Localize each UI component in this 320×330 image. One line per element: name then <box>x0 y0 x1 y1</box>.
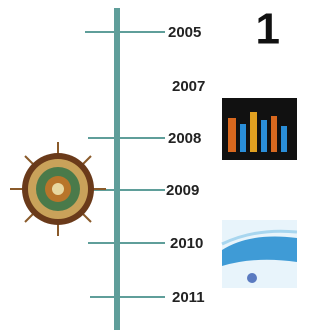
blue-photo <box>222 220 297 288</box>
year-label: 2009 <box>166 182 199 199</box>
year-label: 2005 <box>168 24 201 41</box>
year-label: 2007 <box>172 78 205 95</box>
page: 1 2005 2007 2008 2009 2010 2011 (() => {… <box>0 0 320 330</box>
timeline-axis <box>114 8 120 330</box>
badge-number: 1 <box>256 5 280 54</box>
year-label: 2010 <box>170 235 203 252</box>
year-label: 2008 <box>168 130 201 147</box>
dark-photo <box>222 98 297 160</box>
year-label: 2011 <box>172 289 205 306</box>
timeline-diagram: 1 2005 2007 2008 2009 2010 2011 <box>0 0 297 330</box>
